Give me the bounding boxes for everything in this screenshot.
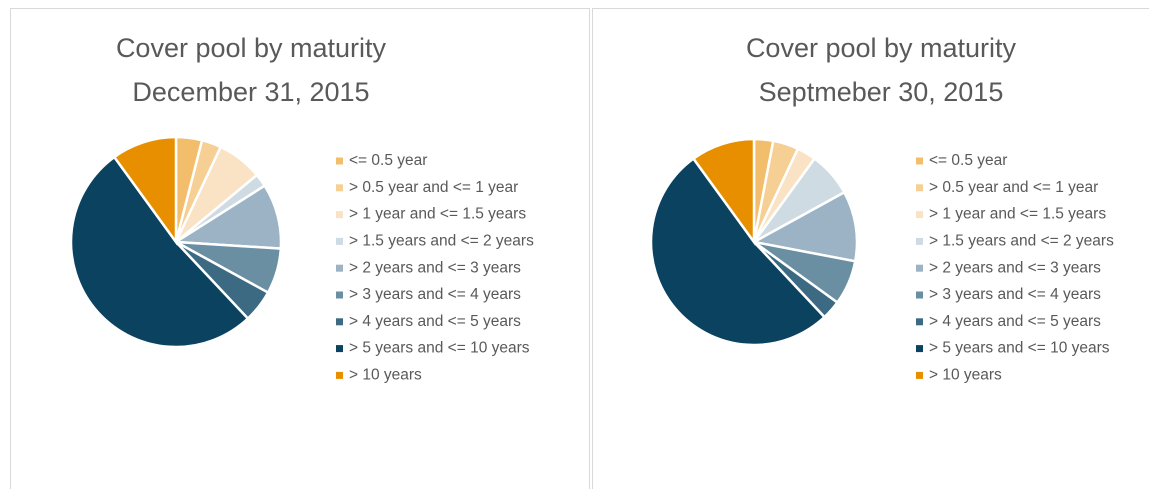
legend-swatch <box>336 318 343 326</box>
legend-swatch <box>916 371 923 379</box>
legend-label: <= 0.5 year <box>929 152 1007 169</box>
legend-swatch <box>916 318 923 326</box>
legend-label: > 4 years and <= 5 years <box>349 313 521 330</box>
legend-swatch <box>336 371 343 379</box>
legend-swatch <box>916 264 923 272</box>
legend-swatch <box>336 237 343 245</box>
legend-label: > 2 years and <= 3 years <box>349 259 521 276</box>
legend-label: > 5 years and <= 10 years <box>929 340 1110 357</box>
legend-label: > 4 years and <= 5 years <box>929 313 1101 330</box>
legend-swatch <box>916 345 923 353</box>
legend-swatch <box>916 157 923 165</box>
legend-swatch <box>916 211 923 219</box>
legend-label: > 0.5 year and <= 1 year <box>929 179 1098 196</box>
chart-title: Septmeber 30, 2015 <box>759 77 1004 107</box>
legend-label: > 10 years <box>929 366 1002 383</box>
pie-slice <box>69 155 250 349</box>
chart-title: December 31, 2015 <box>132 77 369 107</box>
pie-slice <box>649 156 827 347</box>
chart: Cover pool by maturity December 31, 2015 <… <box>69 33 534 383</box>
legend-swatch <box>916 237 923 245</box>
legend-label: > 5 years and <= 10 years <box>349 340 530 357</box>
legend-label: <= 0.5 year <box>349 152 427 169</box>
legend-label: > 1.5 years and <= 2 years <box>349 232 534 249</box>
legend-swatch <box>916 291 923 299</box>
legend-swatch <box>336 291 343 299</box>
legend-label: > 1.5 years and <= 2 years <box>929 232 1114 249</box>
legend-label: > 0.5 year and <= 1 year <box>349 179 518 196</box>
legend-swatch <box>916 184 923 192</box>
pie-slice <box>750 190 859 263</box>
pie-slice <box>112 135 178 246</box>
legend-swatch <box>336 264 343 272</box>
legend-swatch <box>336 211 343 219</box>
legend-swatch <box>336 184 343 192</box>
chart-panel: Cover pool by maturity December 31, 2015 <… <box>10 8 590 489</box>
legend-swatch <box>336 345 343 353</box>
legend-label: > 10 years <box>349 366 422 383</box>
chart-title: Cover pool by maturity <box>746 33 1017 63</box>
pie-slice <box>691 137 756 246</box>
chart-panel: Cover pool by maturity Septmeber 30, 2015… <box>592 8 1149 489</box>
chart-title: Cover pool by maturity <box>116 33 387 63</box>
legend-label: > 3 years and <= 4 years <box>929 286 1101 303</box>
legend-label: > 1 year and <= 1.5 years <box>929 206 1106 223</box>
legend-label: > 3 years and <= 4 years <box>349 286 521 303</box>
legend-label: > 2 years and <= 3 years <box>929 259 1101 276</box>
chart: Cover pool by maturity Septmeber 30, 2015… <box>649 33 1114 383</box>
legend-label: > 1 year and <= 1.5 years <box>349 206 526 223</box>
legend-swatch <box>336 157 343 165</box>
